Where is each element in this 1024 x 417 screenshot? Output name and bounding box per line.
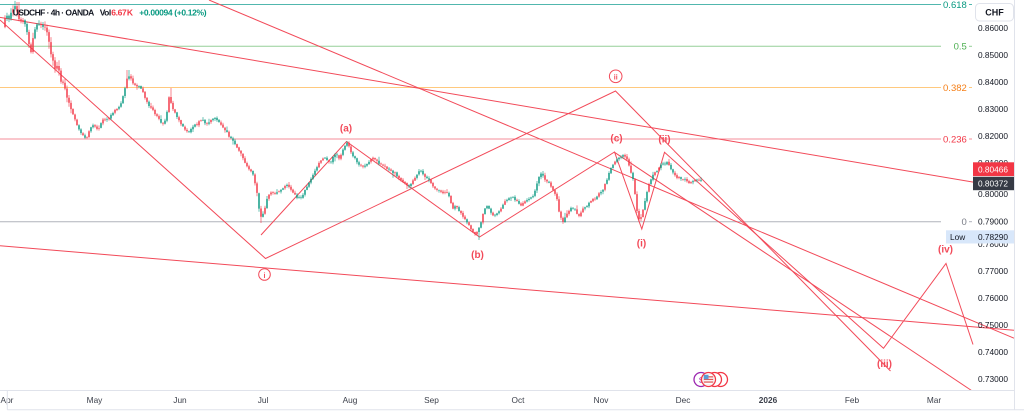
svg-text:0.74000: 0.74000 <box>978 347 1008 357</box>
svg-text:0.236: 0.236 <box>943 134 967 145</box>
svg-text:(a): (a) <box>340 124 352 135</box>
svg-text:0.79000: 0.79000 <box>978 217 1008 227</box>
svg-text:Nov: Nov <box>594 395 610 405</box>
svg-text:(iii): (iii) <box>877 359 892 370</box>
svg-text:Oct: Oct <box>512 395 526 405</box>
svg-text:Sep: Sep <box>424 395 439 405</box>
svg-text:0.77000: 0.77000 <box>978 266 1008 276</box>
svg-text:i: i <box>264 273 266 280</box>
svg-text:0: 0 <box>962 217 967 228</box>
svg-text:(ii): (ii) <box>658 135 670 146</box>
svg-text:CHF: CHF <box>985 8 1004 18</box>
svg-text:ii: ii <box>614 75 618 82</box>
svg-text:Jun: Jun <box>173 395 187 405</box>
svg-text:0.83000: 0.83000 <box>978 104 1008 114</box>
svg-text:0.80466: 0.80466 <box>978 164 1008 174</box>
svg-text:(b): (b) <box>471 250 484 261</box>
svg-text:0.86000: 0.86000 <box>978 23 1008 33</box>
svg-text:0.73000: 0.73000 <box>978 374 1008 384</box>
svg-text:May: May <box>87 395 104 405</box>
svg-text:0.80372: 0.80372 <box>978 179 1008 189</box>
svg-text:0.5: 0.5 <box>954 42 967 53</box>
svg-text:Aug: Aug <box>343 395 358 405</box>
svg-text:+0.00094 (+0.12%): +0.00094 (+0.12%) <box>139 8 206 18</box>
svg-text:Vol: Vol <box>100 8 112 18</box>
svg-text:Jul: Jul <box>258 395 269 405</box>
svg-text:0.78290: 0.78290 <box>978 232 1008 242</box>
svg-text:0.85000: 0.85000 <box>978 50 1008 60</box>
svg-text:0.76000: 0.76000 <box>978 293 1008 303</box>
svg-text:Low: Low <box>950 232 966 242</box>
svg-text:0.618: 0.618 <box>943 0 967 11</box>
svg-text:(i): (i) <box>637 239 646 250</box>
svg-text:Dec: Dec <box>676 395 691 405</box>
svg-text:0.82000: 0.82000 <box>978 131 1008 141</box>
svg-text:6.67 K: 6.67 K <box>111 8 134 18</box>
svg-text:2026: 2026 <box>759 395 778 405</box>
svg-text:0.75000: 0.75000 <box>978 320 1008 330</box>
svg-text:USDCHF · 4h · OANDA: USDCHF · 4h · OANDA <box>13 8 95 18</box>
svg-text:Mar: Mar <box>927 395 942 405</box>
svg-text:0.382: 0.382 <box>943 83 967 94</box>
svg-text:(c): (c) <box>610 134 622 145</box>
svg-text:0.78000: 0.78000 <box>978 239 1008 249</box>
svg-text:0.80000: 0.80000 <box>978 189 1008 199</box>
svg-text:0.84000: 0.84000 <box>978 77 1008 87</box>
svg-text:(iv): (iv) <box>938 245 953 256</box>
svg-text:Feb: Feb <box>845 395 860 405</box>
